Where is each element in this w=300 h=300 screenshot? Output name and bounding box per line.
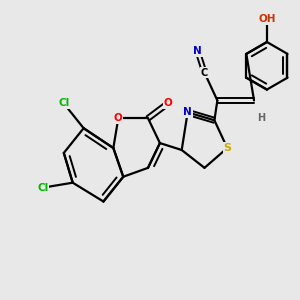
- Text: S: S: [223, 143, 231, 153]
- Text: C: C: [201, 68, 208, 78]
- Text: N: N: [183, 107, 192, 117]
- Text: H: H: [257, 113, 265, 123]
- Text: OH: OH: [258, 14, 276, 24]
- Text: O: O: [114, 113, 123, 123]
- Text: O: O: [164, 98, 172, 108]
- Text: Cl: Cl: [38, 183, 49, 193]
- Text: Cl: Cl: [58, 98, 69, 108]
- Text: N: N: [193, 46, 202, 56]
